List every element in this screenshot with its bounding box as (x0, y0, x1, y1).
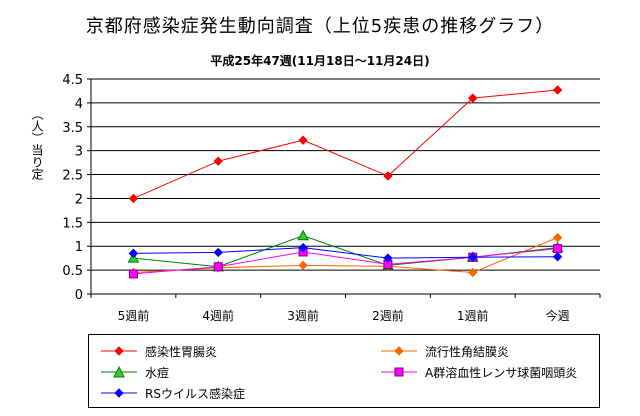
y-tick-label: 4.5 (62, 73, 83, 88)
chart-title: 京都府感染症発生動向調査（上位5疾患の推移グラフ） (85, 16, 555, 37)
data-point (552, 232, 563, 243)
y-tick-label: 3.5 (62, 121, 83, 136)
x-tick-label: 1週前 (457, 308, 489, 323)
y-tick-label: 1 (75, 240, 83, 255)
data-point (553, 244, 563, 254)
x-tick-label: 2週前 (372, 308, 404, 323)
x-tick-label: 3週前 (287, 308, 319, 323)
chart-subtitle: 平成25年47週(11月18日～11月24日) (210, 54, 430, 68)
legend-item: 水痘 (99, 364, 169, 380)
data-point (552, 252, 563, 262)
data-point (383, 171, 393, 181)
legend-item: 流行性角結膜炎 (379, 343, 509, 359)
legend-swatch (381, 346, 417, 356)
legend-swatch (381, 367, 417, 377)
legend-label: RSウイルス感染症 (145, 386, 245, 401)
legend-marker (113, 366, 125, 378)
data-point (468, 267, 478, 278)
data-point (468, 252, 478, 262)
data-point (552, 85, 563, 95)
data-point (213, 247, 223, 258)
x-tick-label: 5週前 (118, 308, 150, 323)
legend-swatch (101, 388, 137, 398)
y-tick-label: 4 (75, 97, 83, 112)
data-point (298, 135, 308, 145)
data-point (213, 262, 223, 272)
y-tick-label: 3 (75, 145, 83, 160)
x-tick-label: 今週 (546, 308, 570, 323)
data-point (298, 260, 308, 271)
series-line (133, 247, 558, 259)
y-tick-label: 0.5 (62, 264, 83, 279)
data-point (297, 229, 309, 241)
legend-swatch (101, 366, 137, 378)
data-point (128, 248, 139, 259)
legend-item: RSウイルス感染症 (99, 385, 245, 401)
data-point (383, 253, 393, 263)
legend-marker (114, 346, 124, 356)
data-point (213, 156, 223, 166)
legend-marker (114, 388, 124, 398)
legend-marker (394, 346, 404, 356)
legend-swatch (101, 346, 137, 356)
series-line (133, 89, 558, 199)
legend-label: 感染性胃腸炎 (145, 344, 218, 359)
legend-label: 水痘 (145, 365, 170, 380)
series-line (133, 248, 558, 275)
data-point (468, 93, 478, 103)
legend-item: A群溶血性レンサ球菌咽頭炎 (379, 364, 577, 380)
series-line (133, 237, 558, 274)
data-point (128, 193, 139, 204)
legend-label: 流行性角結膜炎 (425, 344, 510, 359)
y-tick-label: 1.5 (62, 216, 83, 231)
y-tick-label: 0 (75, 288, 83, 303)
y-tick-label: 2 (75, 192, 83, 207)
data-point (298, 242, 308, 253)
x-tick-label: 4週前 (202, 308, 234, 323)
series-line (133, 235, 558, 268)
y-axis-label: （人）当り定 (30, 108, 44, 180)
legend-label: A群溶血性レンサ球菌咽頭炎 (425, 365, 578, 380)
chart-legend: 感染性胃腸炎 流行性角結膜炎水痘 A群溶血性レンサ球菌咽頭炎 RSウイルス感染症 (88, 334, 600, 408)
y-tick-label: 2.5 (62, 169, 83, 184)
data-point (128, 269, 138, 279)
legend-marker (394, 367, 404, 377)
legend-item: 感染性胃腸炎 (99, 343, 217, 359)
